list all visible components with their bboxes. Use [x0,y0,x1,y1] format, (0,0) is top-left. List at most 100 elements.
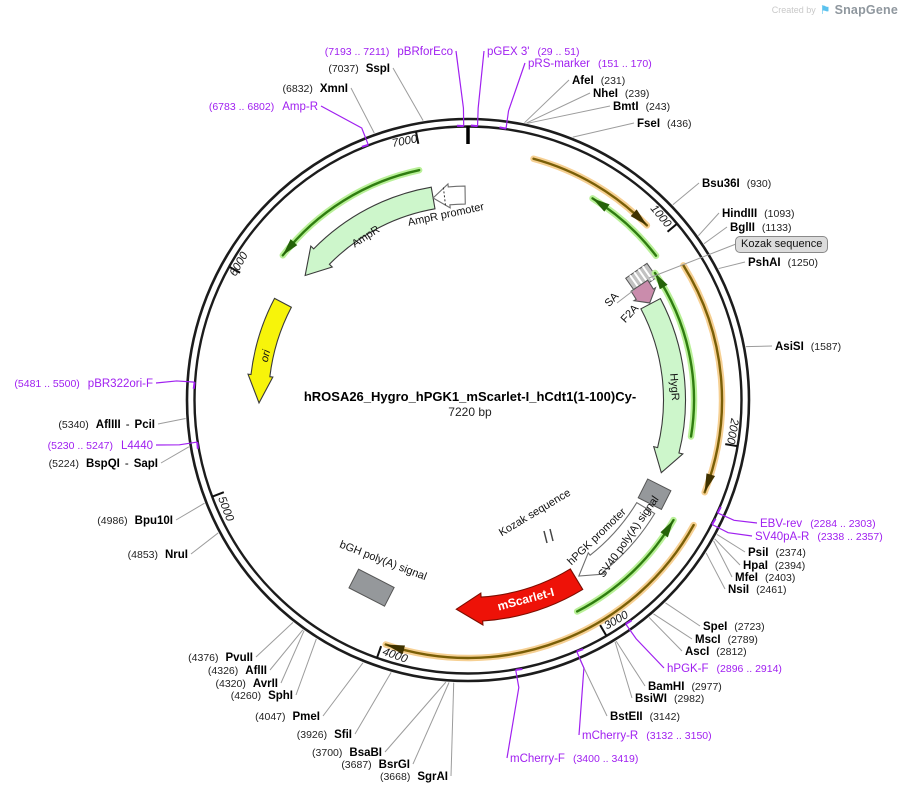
label-part: PciI [134,419,155,431]
label-part: FseI [637,118,661,130]
kozak-marks-1 [549,528,554,542]
leader-AscI [648,617,683,652]
leader-FseI [572,122,635,138]
label-part: SgrAI [417,771,448,783]
label-part: (4320) [215,678,246,690]
label-part: (4047) [255,711,286,723]
leader-PmeI [322,662,364,717]
label-part: (3400 .. 3419) [572,753,639,765]
plasmid-size: 7220 bp [448,405,492,419]
leader-NheI [526,92,591,124]
primer-mark-pGEX 3' [470,124,478,128]
leader-AflIII-PciI [157,417,186,425]
site-label-AsiSI: AsiSI (1587) [775,339,841,354]
watermark: Created by ⚑ SnapGene [772,3,898,17]
orange-arc-1-arrowhead [630,209,647,226]
label-part: NsiI [728,584,750,596]
label-part: (1250) [787,257,818,269]
label-part: (2896 .. 2914) [716,663,782,675]
site-label-PshAI: PshAI (1250) [748,255,818,270]
leader-MfeI [713,540,733,578]
label-part: BspQI [85,458,120,470]
label-part: SpeI [703,621,728,633]
primer-label-pBR322ori-F: (5481 .. 5500) pBR322ori-F [14,376,153,391]
label-part: AscI [685,646,710,658]
label-part: (2982) [673,693,705,705]
label-part: pBR322ori-F [87,378,153,390]
label-part: AsiSI [775,341,804,353]
title-block: hROSA26_Hygro_hPGK1_mScarlet-I_hCdt1(1-1… [170,389,770,419]
leader-AvrII [280,630,305,684]
site-label-Bpu10I: (4986) Bpu10I [97,513,173,528]
primer-mark-pBR322ori-F [192,382,196,389]
label-part: (7193 .. 7211) [324,46,390,58]
site-label-BglII: BglII (1133) [730,220,792,235]
leader-SphI [295,638,317,696]
label-part: hPGK-F [667,663,709,675]
primer-leader-mCherry-F [506,669,520,759]
leader-SfiI [354,672,392,735]
feature-hPGK-promoter [577,501,656,577]
label-part: HindIII [722,208,758,220]
leader-BsaBI [384,681,447,753]
leader-BstEII [579,659,608,717]
watermark-brand: SnapGene [834,3,898,17]
label-part: MfeI [735,572,758,584]
leader-BspQI-SapI [160,446,190,464]
leader-PvuII [255,622,294,658]
leader-BsrGI [412,682,450,765]
primer-mark-mCherry-R [576,648,584,653]
orange-arc-1-glow [530,155,651,229]
label-part: BstEII [610,711,643,723]
label-part: PvuII [225,652,253,664]
label-part: (29 .. 51) [537,46,580,58]
site-label-AfeI: AfeI (231) [572,73,625,88]
primer-mark-hPGK-F [625,619,633,625]
leader-AsiSI [745,345,773,348]
green-arc-3-arrowhead [660,520,674,538]
promoter-divider [442,187,446,206]
site-label-BamHI: BamHI (2977) [648,679,722,694]
label-part: (3700) [312,747,343,759]
feature-F2A [630,279,657,304]
label-part: (4260) [230,690,262,702]
label-part: (1587) [810,341,842,353]
leader-SpeI [665,602,701,627]
label-part: AflIII [95,419,121,431]
label-part: (3687) [341,759,372,771]
label-part: pGEX 3' [487,46,530,58]
label-part: pBRforEco [397,46,453,58]
feature-AmpR-promoter [432,182,466,209]
site-label-FseI: FseI (436) [637,116,692,131]
tick-5000 [211,491,225,498]
plasmid-title: hROSA26_Hygro_hPGK1_mScarlet-I_hCdt1(1-1… [303,389,637,404]
label-part: HpaI [743,560,768,572]
primer-label-pBRforEco: (7193 .. 7211) pBRforEco [325,44,453,59]
orange-arc-3-arrowhead [385,644,405,655]
tick-label-7000: 7000 [391,133,419,150]
label-part: XmnI [319,83,348,95]
label-part: SfiI [334,729,352,741]
leader-PsiI [716,534,746,553]
label-part: BsrGI [378,759,410,771]
site-label-SphI: (4260) SphI [231,688,293,703]
primer-leader-mCherry-R [576,651,585,736]
label-part: (5224) [48,458,79,470]
label-part: SphI [268,690,293,702]
site-label-PmeI: (4047) PmeI [255,709,320,724]
label-part: (2723) [734,621,765,633]
site-label-PvuII: (4376) PvuII [188,650,253,665]
leader-BamHI [615,640,646,687]
primer-leader-Amp-R [320,105,369,146]
site-label-NheI: NheI (239) [593,86,649,101]
site-label-SpeI: SpeI (2723) [703,619,765,634]
label-part: BamHI [648,681,685,693]
leader-Bpu10I [175,502,205,521]
primer-leader-pGEX 3' [476,50,485,127]
primer-leader-pBR322ori-F [155,380,195,384]
orange-arc-2-arrowhead [704,473,716,493]
label-part: (4853) [127,549,158,561]
feature-label-kozak-sequence: Kozak sequence [497,487,573,539]
label-part: NheI [593,88,618,100]
